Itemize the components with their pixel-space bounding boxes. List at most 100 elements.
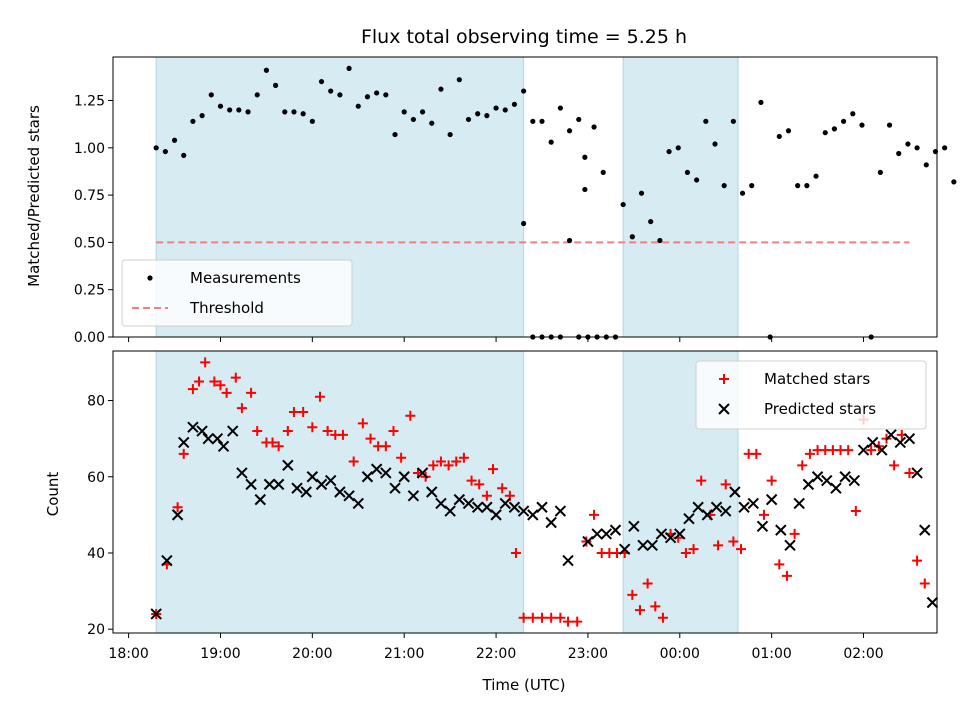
predicted-star-point	[171, 509, 184, 521]
bottom-panel: 20 40 60 80 18:00 19:00 20:00 21:00 22:00 23:00 00…	[87, 350, 939, 662]
predicted-star-point	[426, 486, 438, 498]
predicted-star-point	[263, 478, 276, 491]
measurement-point	[831, 126, 838, 132]
matched-star-point	[443, 460, 454, 471]
matched-star-point	[642, 578, 653, 589]
measurement-point	[190, 118, 196, 124]
top-panel: 0.00 0.25 0.50 0.75 1.00 1.25 Measurements Thre…	[74, 56, 957, 346]
predicted-star-point	[389, 482, 401, 494]
measurement-point	[447, 131, 453, 138]
measurement-point	[638, 190, 645, 196]
matched-star-point	[720, 479, 731, 490]
measurement-point	[429, 120, 435, 126]
measurement-point	[475, 111, 481, 117]
matched-star-point	[518, 612, 529, 623]
matched-star-point	[536, 612, 547, 623]
matched-star-point	[405, 410, 416, 421]
measurement-point	[245, 109, 251, 115]
predicted-star-point	[352, 497, 364, 510]
measurement-point	[739, 190, 746, 196]
x-tick-label: 19:00	[200, 646, 240, 662]
predicted-star-point	[729, 486, 741, 498]
predicted-star-point	[628, 520, 640, 533]
y-tick-label: 0.25	[74, 283, 105, 299]
predicted-star-point	[710, 501, 723, 513]
predicted-star-point	[499, 497, 511, 510]
measurement-point	[749, 183, 755, 189]
measurement-point	[419, 109, 426, 115]
measurement-point	[484, 113, 490, 119]
measurement-point	[620, 201, 626, 208]
chart-title: Flux total observing time = 5.25 h	[361, 26, 687, 48]
matched-star-point	[348, 456, 359, 467]
predicted-star-point	[334, 486, 346, 498]
y-tick-label: 20	[87, 622, 105, 638]
measurement-point	[841, 118, 847, 124]
predicted-star-point	[254, 493, 266, 506]
measurement-point	[923, 162, 929, 168]
matched-star-point	[209, 376, 220, 387]
predicted-star-point	[830, 482, 842, 494]
measurement-point	[199, 113, 205, 119]
measurement-point	[951, 179, 957, 185]
predicted-star-point	[245, 478, 257, 491]
predicted-star-point	[683, 512, 695, 525]
predicted-star-point	[211, 432, 224, 445]
matched-star-point	[194, 376, 205, 387]
x-axis-label: Time (UTC)	[482, 676, 566, 694]
matched-star-point	[474, 479, 485, 490]
predicted-star-point	[361, 471, 374, 483]
predicted-star-point	[637, 539, 649, 552]
measurement-point	[557, 105, 563, 111]
predicted-star-point	[545, 516, 557, 529]
measurement-point	[401, 109, 407, 115]
measurement-point	[539, 118, 545, 124]
x-tick-label: 18:00	[108, 646, 148, 662]
measurement-point	[657, 237, 663, 244]
plot-frame	[112, 350, 938, 634]
predicted-star-point	[178, 436, 190, 449]
predicted-star-point	[848, 474, 861, 487]
y-tick-label: 60	[87, 470, 105, 486]
y-tick-label: 0.00	[74, 330, 105, 346]
predicted-star-point	[217, 440, 230, 452]
measurement-point	[582, 154, 588, 160]
legend-marker-dot	[147, 275, 153, 281]
measurement-point	[493, 105, 499, 111]
legend-label: Measurements	[190, 269, 301, 287]
measurement-point	[530, 118, 536, 124]
measurement-point	[582, 186, 588, 193]
bottom-y-axis-label: Count	[44, 472, 62, 517]
predicted-star-point	[784, 539, 796, 552]
measurement-point	[795, 183, 801, 189]
matched-star-point	[282, 426, 293, 437]
matched-star-point	[766, 475, 777, 486]
measurement-point	[877, 169, 883, 176]
predicted-star-point	[282, 459, 294, 472]
predicted-star-point	[300, 486, 312, 498]
measurement-point	[591, 124, 597, 130]
predicted-star-point	[655, 528, 668, 540]
legend-label: Predicted stars	[764, 400, 876, 418]
predicted-star-point	[894, 436, 906, 449]
measurement-point	[712, 141, 718, 147]
predicted-star-point	[562, 554, 574, 567]
legend-marker-x	[718, 403, 730, 415]
matched-star-point	[850, 506, 861, 517]
measurement-point	[776, 133, 782, 140]
y-tick-label: 1.00	[74, 141, 105, 157]
measurement-point	[785, 128, 792, 134]
measurement-point	[886, 122, 893, 128]
matched-star-point	[307, 422, 318, 433]
measurement-point	[346, 65, 352, 71]
measurement-point	[337, 92, 343, 98]
predicted-star-point	[517, 505, 530, 517]
predicted-star-point	[161, 554, 173, 567]
predicted-star-point	[919, 524, 931, 536]
predicted-star-point	[720, 505, 732, 517]
matched-star-point	[337, 429, 348, 440]
predicted-star-point	[765, 493, 778, 506]
predicted-star-point	[876, 444, 888, 456]
matched-star-point	[797, 460, 808, 471]
measurement-point	[850, 111, 856, 117]
